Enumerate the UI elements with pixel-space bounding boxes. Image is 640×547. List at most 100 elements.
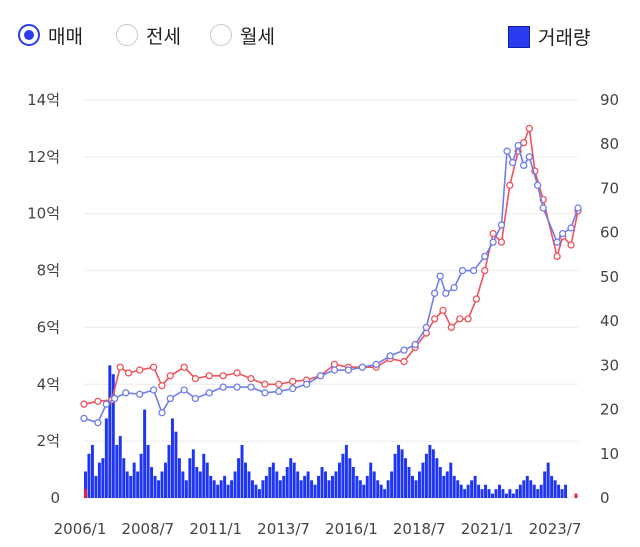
radio-monthly-rent[interactable]: 월세	[210, 21, 275, 49]
series-point-blue	[559, 229, 567, 238]
series-point-blue	[520, 161, 528, 170]
series-point-blue	[94, 419, 102, 427]
y-left-tick-label: 4억	[37, 375, 60, 393]
volume-bar	[404, 458, 408, 498]
series-point-red	[158, 382, 166, 390]
series-point-blue	[533, 181, 542, 189]
volume-bar	[289, 458, 293, 498]
volume-bar	[417, 471, 421, 498]
volume-bar	[543, 471, 547, 498]
volume-bar	[369, 462, 373, 498]
volume-bar	[244, 462, 247, 498]
volume-bar	[230, 480, 234, 498]
volume-bar	[261, 480, 265, 498]
volume-bar	[529, 480, 533, 498]
volume-bar	[181, 471, 185, 498]
volume-bar	[515, 489, 519, 498]
series-point-blue	[289, 384, 297, 393]
series-point-blue	[180, 386, 188, 394]
volume-bar	[101, 458, 105, 498]
volume-bar	[160, 471, 164, 498]
volume-bar	[525, 475, 529, 498]
volume-bar	[153, 475, 157, 498]
y-left-tick-label: 6억	[37, 318, 60, 336]
series-point-blue	[219, 383, 227, 391]
volume-bar	[271, 462, 275, 498]
volume-bar	[94, 475, 98, 498]
series-point-blue	[411, 340, 419, 349]
volume-bar	[348, 458, 352, 498]
volume-bar	[108, 365, 112, 498]
volume-bar	[501, 489, 505, 498]
volume-bar	[480, 489, 484, 498]
volume-bar	[223, 475, 227, 498]
y-right-tick-label: 0	[600, 489, 610, 507]
volume-bar	[494, 489, 498, 498]
series-point-red	[497, 238, 506, 246]
volume-bar	[174, 431, 178, 498]
volume-bar	[257, 489, 261, 498]
series-point-blue	[386, 352, 394, 360]
volume-bar	[518, 484, 522, 498]
volume-bar	[456, 480, 460, 498]
volume-bar	[487, 489, 491, 498]
x-tick-label: 2006/1	[54, 520, 107, 538]
series-point-red	[289, 377, 297, 386]
volume-bar	[310, 480, 314, 498]
volume-bar	[435, 458, 439, 498]
volume-bar	[553, 480, 557, 498]
radio-sale-label: 매매	[48, 25, 83, 48]
radio-unselected-icon	[116, 24, 138, 46]
volume-bar	[205, 462, 209, 498]
volume-bar	[87, 453, 91, 498]
series-point-red	[219, 372, 227, 380]
volume-bar	[379, 484, 383, 498]
volume-bar	[198, 471, 202, 498]
volume-bar	[129, 475, 133, 498]
volume-bar	[219, 480, 223, 498]
volume-bar	[546, 462, 550, 498]
series-point-blue	[330, 366, 339, 374]
volume-bar	[459, 484, 463, 498]
series-point-red	[136, 366, 144, 374]
series-point-red	[447, 323, 456, 332]
radio-sale[interactable]: 매매	[18, 21, 83, 49]
volume-bar	[331, 475, 334, 498]
volume-bar	[393, 453, 397, 498]
volume-toggle[interactable]: 거래량	[508, 23, 590, 50]
series-point-blue	[261, 389, 269, 397]
series-point-red	[525, 124, 533, 133]
volume-bar	[209, 475, 213, 498]
volume-bar	[264, 475, 268, 498]
volume-bar	[97, 462, 101, 498]
volume-bar	[268, 467, 272, 498]
volume-bar	[306, 471, 310, 498]
x-tick-label: 2008/7	[121, 520, 174, 538]
x-tick-label: 2023/7	[529, 520, 582, 538]
volume-bar	[226, 484, 230, 498]
volume-toggle-label: 거래량	[538, 27, 591, 49]
radio-selected-icon	[18, 24, 40, 46]
series-point-red	[233, 369, 241, 377]
series-point-red	[261, 380, 269, 388]
series-point-red	[439, 306, 447, 315]
volume-bar	[539, 484, 543, 498]
radio-jeonse[interactable]: 전세	[116, 21, 181, 49]
volume-bar	[428, 444, 432, 498]
volume-bar	[504, 493, 508, 498]
series-point-blue	[344, 366, 353, 374]
series-point-red	[275, 380, 283, 388]
volume-bar	[431, 449, 435, 498]
series-point-blue	[136, 390, 144, 398]
volume-bar	[508, 489, 512, 498]
volume-bar	[278, 480, 282, 498]
volume-bar	[463, 489, 467, 498]
volume-bar	[445, 471, 449, 498]
volume-bar	[442, 475, 446, 498]
volume-bar	[275, 471, 279, 498]
x-tick-label: 2021/1	[461, 520, 514, 538]
series-point-blue	[247, 383, 255, 391]
series-point-blue	[525, 153, 533, 161]
volume-bar	[414, 480, 418, 498]
series-point-blue	[158, 409, 166, 417]
